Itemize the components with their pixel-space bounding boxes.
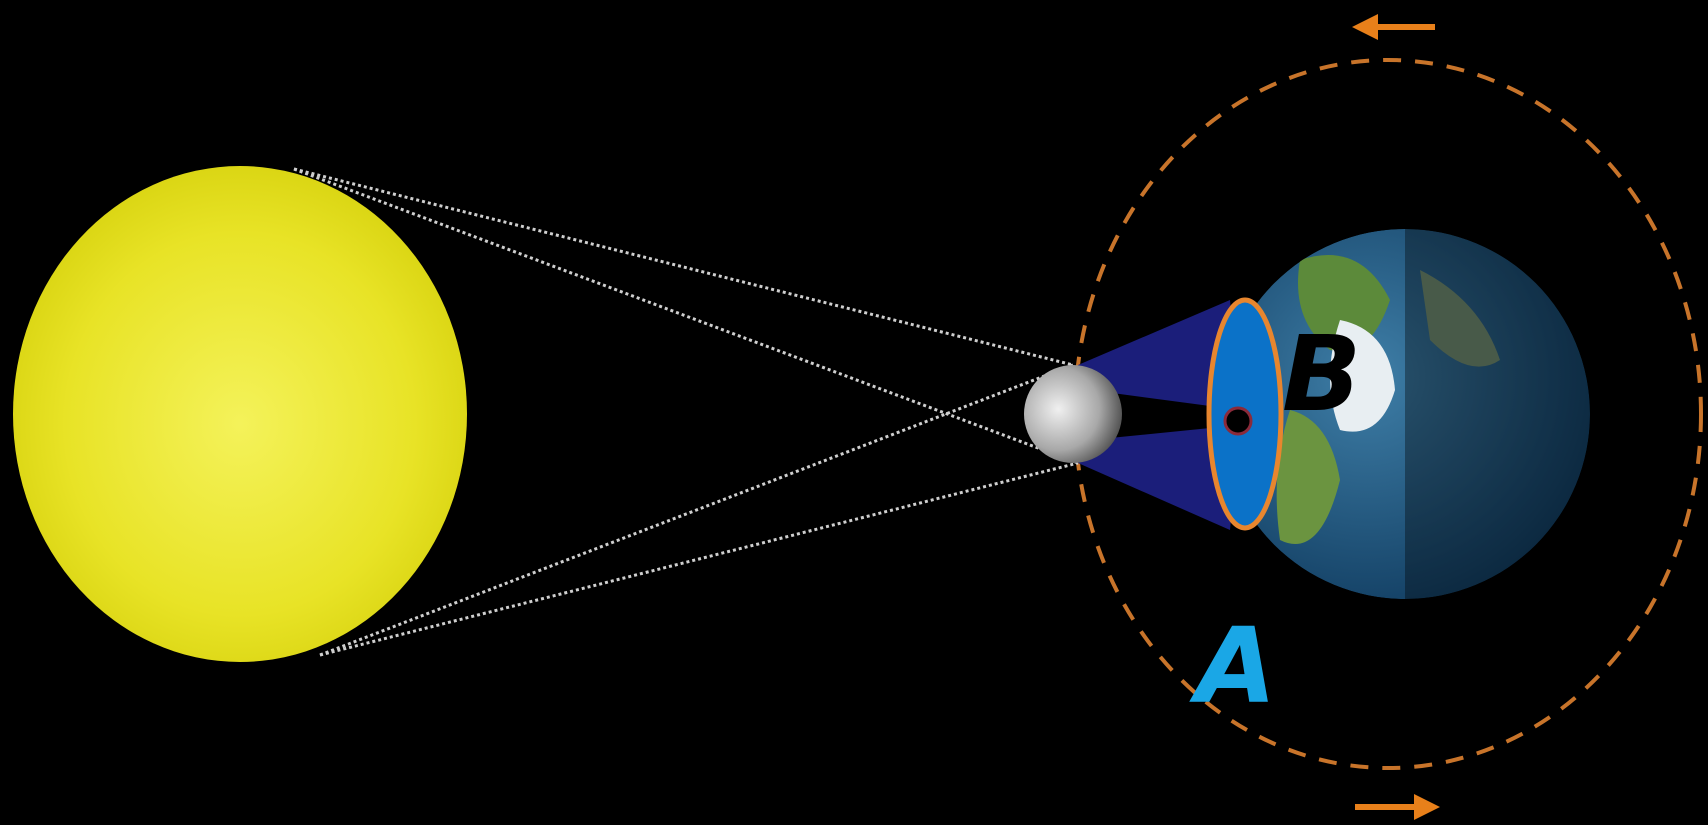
umbra-point [1223,406,1253,436]
sun [13,166,467,662]
orbit-arrow-bottom [1355,794,1440,820]
penumbra-upper [1078,300,1240,420]
label-a: A [1189,605,1277,727]
moon [1024,365,1122,463]
earth [1220,229,1590,599]
light-rays [293,167,1079,657]
umbra [1090,390,1240,440]
orbit-arrow-top [1352,14,1435,40]
penumbra-lower [1078,420,1240,530]
moon-orbit [1073,58,1703,770]
label-b: B [1282,313,1361,435]
